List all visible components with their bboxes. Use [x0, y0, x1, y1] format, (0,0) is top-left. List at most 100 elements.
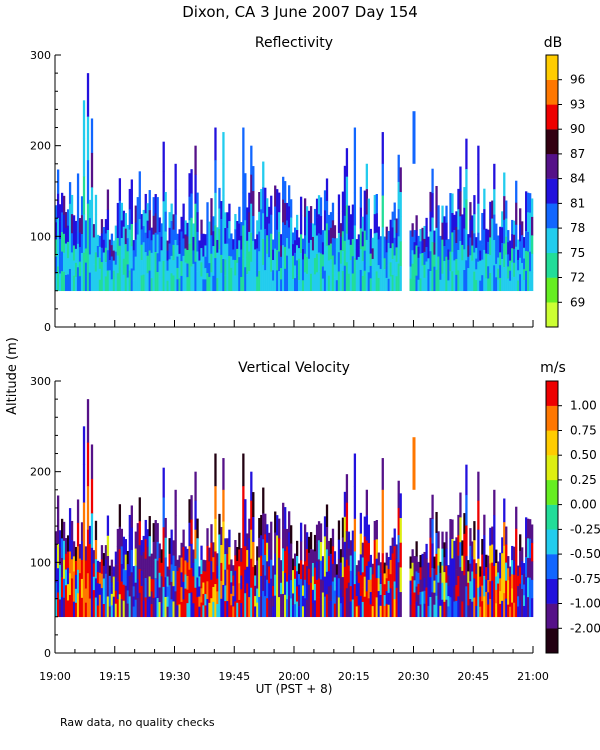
heatmap-cell [429, 191, 432, 212]
heatmap-cell [152, 541, 155, 561]
heatmap-cell [443, 260, 446, 277]
heatmap-cell [242, 518, 245, 552]
heatmap-cell [232, 606, 235, 618]
heatmap-cell [154, 271, 157, 292]
heatmap-cell [441, 582, 444, 600]
heatmap-cell [487, 254, 490, 267]
heatmap-cell [228, 203, 231, 222]
heatmap-cell [317, 214, 321, 234]
heatmap-cell [288, 553, 291, 575]
heatmap-cell [110, 256, 114, 269]
heatmap-cell [467, 571, 470, 584]
heatmap-cell [216, 252, 219, 266]
heatmap-cell [272, 596, 275, 607]
heatmap-cell [174, 489, 177, 516]
y-tick-label: 100 [30, 556, 51, 569]
heatmap-cell [425, 247, 428, 262]
heatmap-cell [339, 277, 343, 292]
heatmap-cell [266, 253, 269, 273]
heatmap-cell [116, 546, 120, 565]
heatmap-cell [284, 594, 287, 618]
heatmap-cell [509, 260, 512, 271]
heatmap-cell [389, 219, 392, 235]
heatmap-cell [56, 266, 60, 292]
heatmap-cell [210, 235, 213, 255]
heatmap-cell [110, 605, 114, 618]
heatmap-cell [262, 187, 265, 214]
heatmap-cell [294, 265, 297, 279]
heatmap-cell [487, 592, 490, 605]
heatmap-cell [307, 600, 311, 618]
heatmap-cell [88, 580, 92, 599]
heatmap-cell [459, 166, 462, 192]
heatmap-cell [60, 557, 64, 578]
heatmap-cell [138, 497, 141, 522]
heatmap-cell [469, 581, 472, 600]
heatmap-cell [321, 580, 325, 593]
heatmap-cell [523, 237, 526, 249]
heatmap-cell [363, 516, 366, 537]
heatmap-cell [108, 606, 112, 618]
heatmap-cell [527, 212, 530, 233]
heatmap-cell [196, 212, 199, 233]
heatmap-cell [395, 544, 398, 560]
heatmap-cell [383, 247, 386, 259]
heatmap-cell [343, 240, 347, 267]
heatmap-cell [443, 231, 446, 247]
heatmap-cell [250, 500, 253, 530]
heatmap-cell [383, 269, 386, 281]
heatmap-cell [473, 559, 476, 579]
heatmap-cell [307, 226, 311, 244]
heatmap-cell [186, 236, 189, 251]
heatmap-cell [206, 581, 209, 600]
heatmap-cell [212, 246, 215, 262]
heatmap-cell [381, 458, 384, 491]
heatmap-cell [72, 541, 76, 557]
heatmap-cell [120, 581, 124, 600]
heatmap-cell [62, 597, 66, 618]
heatmap-cell [252, 265, 255, 292]
heatmap-cell [194, 558, 197, 589]
heatmap-cell [501, 553, 504, 570]
heatmap-cell [513, 276, 516, 292]
heatmap-cell [266, 542, 269, 562]
heatmap-cell [463, 513, 466, 535]
heatmap-cell [55, 205, 58, 223]
heatmap-cell [262, 513, 265, 540]
heatmap-cell [294, 278, 297, 292]
heatmap-cell [240, 589, 243, 604]
heatmap-cell [180, 542, 183, 558]
heatmap-cell [465, 586, 468, 618]
heatmap-cell [258, 211, 261, 232]
heatmap-cell [150, 553, 153, 567]
heatmap-cell [62, 559, 66, 580]
heatmap-cell [160, 250, 163, 265]
heatmap-cell [411, 263, 414, 278]
heatmap-cell [421, 252, 424, 266]
heatmap-cell [206, 219, 209, 238]
heatmap-cell [525, 191, 528, 212]
heatmap-cell [377, 239, 380, 253]
heatmap-cell [108, 565, 112, 577]
heatmap-cell [525, 250, 528, 272]
heatmap-cell [98, 257, 102, 270]
heatmap-cell [335, 606, 339, 618]
heatmap-cell [148, 210, 151, 231]
heatmap-cell [278, 271, 281, 292]
heatmap-cell [451, 271, 454, 292]
colorbar-segment [546, 405, 558, 431]
heatmap-cell [138, 568, 141, 594]
heatmap-cell [212, 572, 215, 588]
heatmap-cell [56, 242, 60, 267]
heatmap-cell [521, 575, 524, 590]
heatmap-cell [395, 232, 398, 248]
heatmap-cell [371, 269, 374, 281]
heatmap-cell [166, 280, 169, 292]
heatmap-cell [288, 511, 291, 533]
heatmap-cell [222, 553, 225, 586]
heatmap-cell [515, 572, 518, 596]
heatmap-cell [284, 268, 287, 292]
heatmap-cell [166, 260, 169, 271]
heatmap-cell [495, 603, 498, 618]
